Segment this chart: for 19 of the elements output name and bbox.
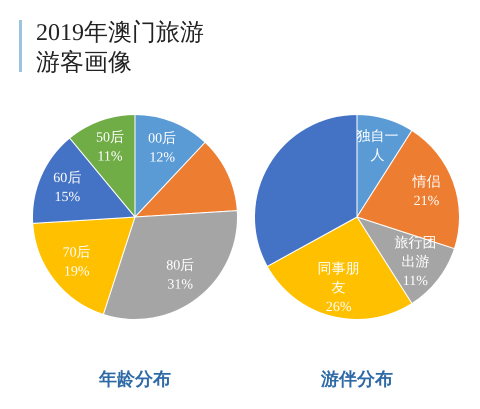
slice-label: 60后 <box>53 170 82 186</box>
slice-label: 70后 <box>62 244 91 260</box>
data-label: 21% <box>414 194 440 210</box>
data-label: 11% <box>402 274 428 289</box>
slice-label: 80后 <box>166 257 194 274</box>
data-label: 31% <box>167 277 194 292</box>
data-label: 15% <box>54 190 80 205</box>
text: 游伴分布 <box>320 368 394 390</box>
slice-label: 50后 <box>96 130 124 146</box>
data-label: 19% <box>64 264 90 280</box>
data-label: 11% <box>97 150 123 165</box>
text: 年龄分布 <box>98 368 172 390</box>
data-label: 26% <box>326 300 352 316</box>
text: 2019年澳门旅游游客画像 <box>36 18 205 78</box>
slice-label: 同事朋友 <box>318 261 360 296</box>
slice-label: 情侣 <box>411 174 440 190</box>
slice-label: 00后 <box>148 130 176 147</box>
slice-label: 独自一人 <box>356 128 399 164</box>
data-label: 12% <box>149 150 176 166</box>
